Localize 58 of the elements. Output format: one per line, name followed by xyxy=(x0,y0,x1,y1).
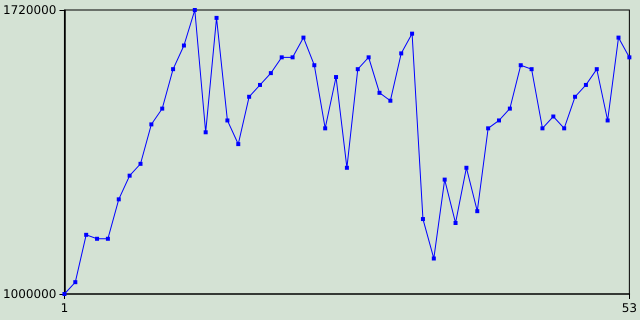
point xyxy=(366,55,371,60)
point xyxy=(584,82,588,87)
point xyxy=(95,236,100,241)
point xyxy=(530,67,534,72)
x-tick-label: 53 xyxy=(622,301,638,315)
point xyxy=(420,217,425,222)
point xyxy=(518,63,523,68)
point xyxy=(268,71,273,76)
point xyxy=(116,197,121,202)
y-tick-label: 1720000 xyxy=(2,3,56,17)
point xyxy=(562,126,566,130)
point xyxy=(410,32,414,36)
point xyxy=(62,292,66,296)
point xyxy=(280,55,284,60)
point xyxy=(627,55,632,60)
x-tick-label: 1 xyxy=(60,301,68,315)
point xyxy=(540,126,544,130)
point xyxy=(225,118,230,122)
point xyxy=(399,51,404,56)
point xyxy=(334,75,338,80)
point xyxy=(344,166,349,170)
point xyxy=(290,55,295,60)
point xyxy=(323,126,328,130)
point xyxy=(388,98,392,103)
point xyxy=(616,36,620,40)
point xyxy=(573,94,578,99)
point xyxy=(606,118,610,122)
point xyxy=(432,256,436,260)
point xyxy=(182,44,186,48)
y-tick-label: 1000000 xyxy=(2,287,56,301)
point xyxy=(214,16,219,20)
point xyxy=(356,67,360,72)
point xyxy=(160,106,164,111)
point xyxy=(594,67,599,72)
point xyxy=(377,90,382,95)
point xyxy=(192,8,197,12)
point xyxy=(236,142,240,146)
point xyxy=(486,126,490,130)
point xyxy=(73,280,78,284)
point xyxy=(508,106,512,111)
point xyxy=(497,118,501,122)
point xyxy=(551,114,556,118)
point xyxy=(149,122,154,126)
point xyxy=(106,236,110,241)
line-series xyxy=(62,8,632,296)
point xyxy=(138,162,142,166)
point xyxy=(312,63,316,68)
point xyxy=(301,36,306,40)
point xyxy=(247,94,252,99)
point xyxy=(454,221,458,225)
point xyxy=(128,174,132,178)
point xyxy=(475,209,480,214)
point xyxy=(171,67,176,72)
point xyxy=(204,130,208,134)
point xyxy=(84,232,88,237)
point xyxy=(442,178,447,182)
point xyxy=(258,82,262,87)
point xyxy=(464,166,468,170)
